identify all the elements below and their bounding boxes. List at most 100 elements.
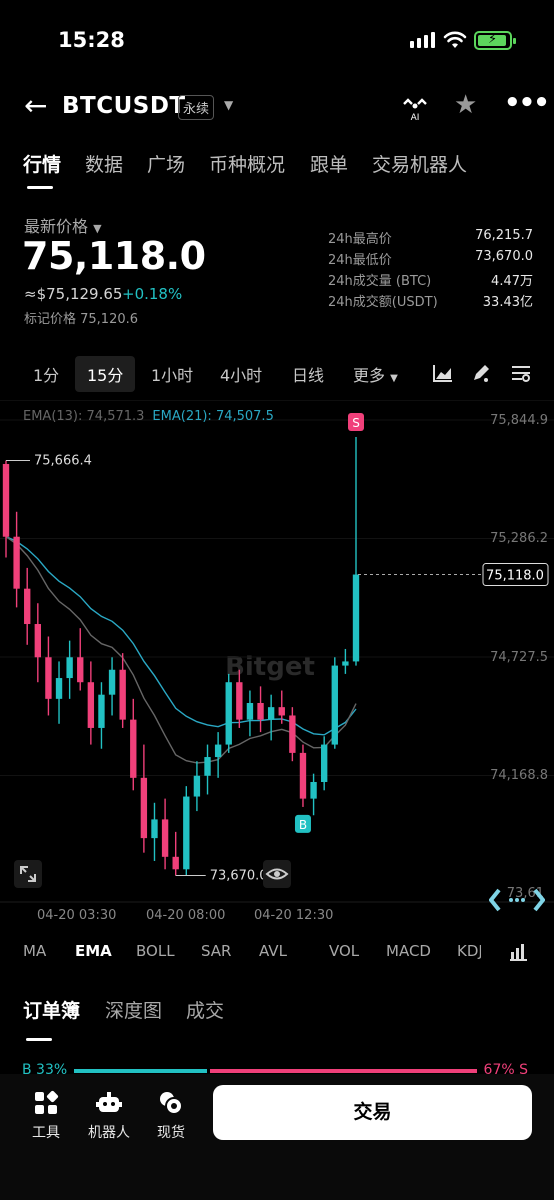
candle-body bbox=[321, 744, 328, 782]
status-bar: 15:28 ⚡ bbox=[0, 0, 554, 84]
tab-data[interactable]: 数据 bbox=[85, 154, 124, 176]
tab-depth-chart[interactable]: 深度图 bbox=[105, 1000, 163, 1022]
indicator-ma[interactable]: MA bbox=[23, 942, 47, 960]
candle-body bbox=[98, 694, 105, 728]
candle-body bbox=[289, 715, 296, 753]
ema21-line bbox=[5, 536, 357, 736]
draw-tool-icon[interactable] bbox=[470, 362, 492, 384]
chart-type-icon[interactable] bbox=[432, 362, 454, 384]
tab-coin-overview[interactable]: 币种概况 bbox=[209, 154, 286, 176]
candlestick-chart[interactable]: Bitget 75,666.473,670.075,118.0SB bbox=[0, 400, 554, 930]
eye-icon[interactable] bbox=[263, 860, 291, 888]
nav-robot[interactable]: 机器人 bbox=[86, 1090, 132, 1142]
y-tick: 74,727.5 bbox=[490, 650, 548, 665]
indicator-kdj[interactable]: KDJ bbox=[457, 942, 481, 960]
candle-body bbox=[183, 796, 190, 870]
buy-marker-label: B bbox=[299, 818, 307, 832]
interval-bar: 1分 15分 1小时 4小时 日线 更多 ▼ bbox=[0, 354, 554, 392]
indicator-tabs: MA EMA BOLL SAR AVL VOL MACD KDJ bbox=[0, 936, 554, 966]
candle-body bbox=[172, 856, 179, 870]
candle-body bbox=[225, 682, 232, 745]
cellular-signal-icon bbox=[410, 32, 435, 48]
ai-assistant-icon[interactable]: AI bbox=[400, 94, 430, 122]
tab-square[interactable]: 广场 bbox=[147, 154, 186, 176]
battery-charging-icon: ⚡ bbox=[474, 31, 516, 50]
indicator-sar[interactable]: SAR bbox=[201, 942, 232, 960]
usd-price: ≈$75,129.65 bbox=[24, 285, 123, 303]
scroll-to-latest-icon[interactable] bbox=[489, 886, 545, 914]
candle-body bbox=[267, 707, 275, 720]
y-tick: 74,168.8 bbox=[490, 768, 548, 783]
tab-trades[interactable]: 成交 bbox=[186, 1000, 225, 1022]
candle-body bbox=[352, 574, 360, 662]
stat-low: 24h最低价 73,670.0 bbox=[328, 249, 533, 268]
status-time: 15:28 bbox=[58, 28, 125, 52]
candle-body bbox=[55, 678, 63, 699]
candle-body bbox=[13, 536, 20, 589]
candle-body bbox=[342, 661, 349, 666]
indicator-ema[interactable]: EMA bbox=[75, 942, 112, 960]
indicator-boll[interactable]: BOLL bbox=[136, 942, 175, 960]
interval-15m[interactable]: 15分 bbox=[75, 356, 136, 392]
candle-body bbox=[299, 752, 307, 799]
favorite-star-icon[interactable]: ★ bbox=[454, 90, 478, 120]
price-change-percent: +0.18% bbox=[122, 285, 183, 303]
y-tick: 75,844.9 bbox=[490, 413, 548, 428]
interval-1m[interactable]: 1分 bbox=[33, 366, 60, 385]
nav-tools[interactable]: 工具 bbox=[28, 1090, 64, 1142]
ema13-line bbox=[5, 536, 357, 764]
24h-stats: 24h最高价 76,215.7 24h最低价 73,670.0 24h成交量 (BT… bbox=[328, 228, 533, 312]
buy-marker[interactable] bbox=[294, 814, 311, 833]
candle-body bbox=[214, 744, 222, 758]
main-tabs: 行情 数据 广场 币种概况 跟单 交易机器人 bbox=[0, 150, 554, 190]
last-price: 75,118.0 bbox=[22, 234, 206, 278]
candle-body bbox=[34, 624, 41, 658]
robot-icon bbox=[96, 1092, 122, 1112]
indicator-settings-icon[interactable] bbox=[507, 940, 529, 962]
interval-1h[interactable]: 1小时 bbox=[151, 366, 194, 385]
indicator-macd[interactable]: MACD bbox=[386, 942, 431, 960]
ema13-value: EMA(13): 74,571.3 bbox=[23, 409, 145, 424]
candle-body bbox=[108, 669, 116, 695]
tab-market[interactable]: 行情 bbox=[23, 154, 62, 176]
interval-more[interactable]: 更多 ▼ bbox=[353, 366, 398, 385]
chart-settings-icon[interactable] bbox=[510, 362, 532, 384]
high-price-label: 75,666.4 bbox=[34, 454, 92, 469]
indicator-vol[interactable]: VOL bbox=[329, 942, 360, 960]
candle-body bbox=[193, 775, 201, 797]
orderbook-tabs: 订单簿 深度图 成交 bbox=[0, 996, 554, 1026]
stat-high: 24h最高价 76,215.7 bbox=[328, 228, 533, 247]
candle-body bbox=[151, 819, 158, 839]
candle-body bbox=[331, 665, 338, 745]
tab-orderbook[interactable]: 订单簿 bbox=[23, 1000, 81, 1022]
pair-dropdown-caret-icon[interactable]: ▼ bbox=[224, 98, 234, 112]
ema21-value: EMA(21): 74,507.5 bbox=[152, 409, 274, 424]
trade-button[interactable]: 交易 bbox=[213, 1085, 532, 1140]
sell-marker[interactable] bbox=[348, 412, 364, 431]
contract-type-badge: 永续 bbox=[178, 95, 215, 120]
tab-trading-bot[interactable]: 交易机器人 bbox=[372, 154, 468, 176]
pair-title[interactable]: BTCUSDT bbox=[62, 93, 186, 119]
candle-body bbox=[246, 703, 254, 720]
current-price-box bbox=[482, 563, 549, 587]
interval-4h[interactable]: 4小时 bbox=[220, 366, 263, 385]
svg-text:AI: AI bbox=[411, 113, 420, 122]
sell-ratio-bar bbox=[210, 1069, 477, 1073]
stat-volume: 24h成交量 (BTC) 4.47万 bbox=[328, 274, 533, 289]
indicator-avl[interactable]: AVL bbox=[259, 942, 287, 960]
y-tick: 73,61 bbox=[506, 886, 544, 901]
candle-body bbox=[2, 463, 10, 537]
last-price-label[interactable]: 最新价格 ▼ bbox=[24, 217, 102, 236]
low-price-label: 73,670.0 bbox=[210, 869, 268, 884]
active-tab-indicator bbox=[27, 186, 53, 189]
candle-body bbox=[310, 781, 317, 799]
tab-copy-trading[interactable]: 跟单 bbox=[310, 154, 349, 176]
nav-spot[interactable]: 现货 bbox=[156, 1090, 186, 1142]
more-menu-icon[interactable]: ••• bbox=[504, 88, 550, 118]
interval-daily[interactable]: 日线 bbox=[292, 366, 325, 385]
pair-header: ← BTCUSDT 永续 ▼ AI ★ ••• bbox=[0, 84, 554, 132]
candle-body bbox=[278, 707, 285, 716]
fullscreen-icon[interactable] bbox=[14, 860, 42, 888]
x-tick: 04-20 03:30 bbox=[37, 908, 117, 923]
back-arrow-icon[interactable]: ← bbox=[24, 89, 48, 122]
